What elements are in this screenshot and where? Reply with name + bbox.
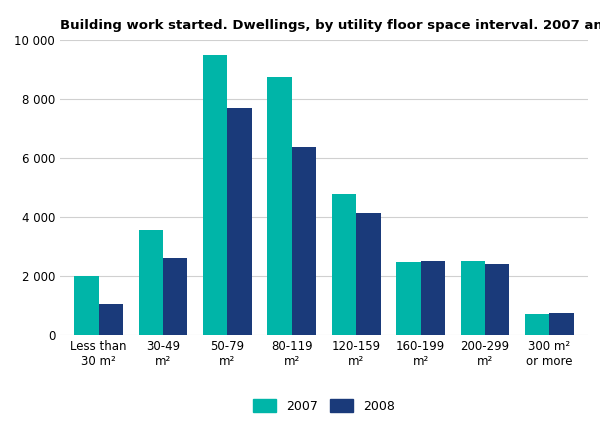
Text: Building work started. Dwellings, by utility floor space interval. 2007 and 2008: Building work started. Dwellings, by uti… (60, 19, 600, 32)
Bar (292, 147, 316, 335)
Legend: 2007, 2008: 2007, 2008 (248, 394, 400, 417)
Bar (356, 213, 380, 335)
Bar (139, 230, 163, 335)
Bar (461, 261, 485, 335)
Bar (332, 194, 356, 335)
Bar (98, 304, 123, 335)
Bar (485, 265, 509, 335)
Bar (74, 276, 98, 335)
Bar (550, 312, 574, 335)
Bar (163, 258, 187, 335)
Bar (396, 262, 421, 335)
Bar (268, 77, 292, 335)
Bar (203, 55, 227, 335)
Bar (525, 314, 550, 335)
Bar (421, 261, 445, 335)
Bar (227, 108, 252, 335)
